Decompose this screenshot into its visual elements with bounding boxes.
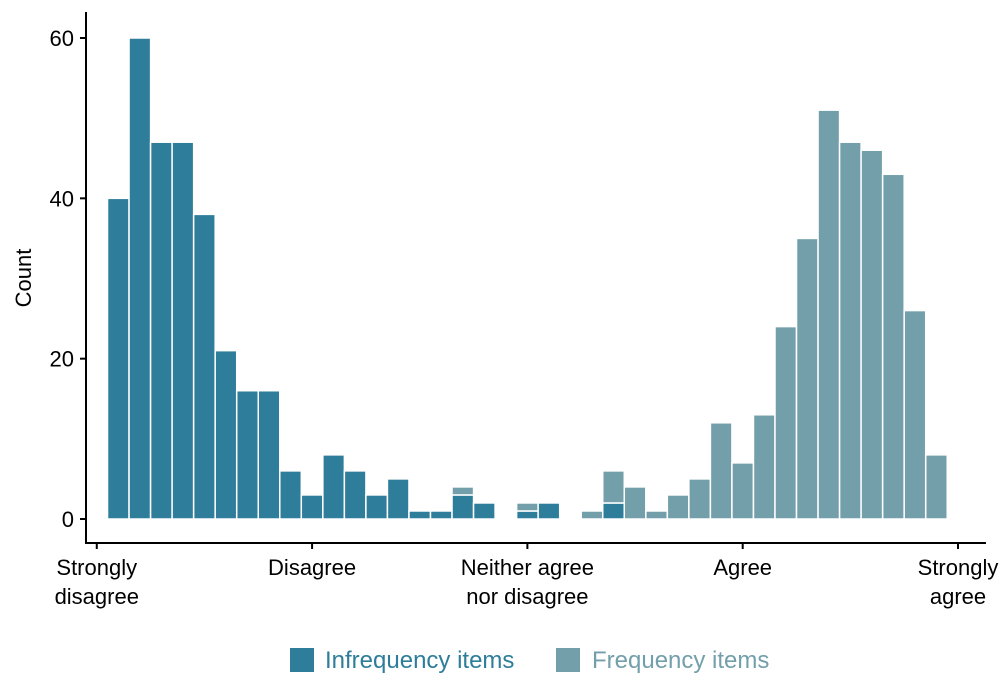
bar-frequency-26: [666, 494, 690, 520]
legend-label-infrequency: Infrequency items: [325, 647, 514, 674]
x-tick-label: Disagree: [268, 555, 356, 580]
bar-infrequency-19: [515, 510, 539, 520]
bar-infrequency-4: [192, 213, 216, 520]
legend-label-frequency: Frequency items: [592, 647, 769, 674]
bar-infrequency-6: [235, 389, 259, 520]
y-tick-label: 0: [62, 507, 74, 532]
x-tick-label: Agree: [713, 555, 772, 580]
bar-infrequency-1: [128, 37, 152, 520]
bar-frequency-33: [817, 109, 841, 520]
bar-frequency-34: [838, 141, 862, 520]
bar-infrequency-3: [171, 141, 195, 520]
bar-infrequency-9: [300, 494, 324, 520]
x-tick-label: Strongly agree: [918, 555, 999, 609]
x-tick-label: Strongly disagree: [55, 555, 139, 609]
y-axis-ticks: 0 20 40 60: [50, 26, 86, 532]
y-axis-title: Count: [11, 249, 36, 308]
bar-infrequency-17: [472, 502, 496, 520]
x-axis-ticks: Strongly disagree Disagree Neither agree nor…: [55, 543, 999, 609]
bar-infrequency-12: [365, 494, 389, 520]
bars-group: [106, 37, 948, 520]
x-tick-label: Neither agree nor disagree: [461, 555, 594, 609]
bar-frequency-16: [451, 486, 475, 496]
bar-frequency-32: [795, 237, 819, 520]
bar-frequency-36: [881, 173, 905, 520]
bar-infrequency-15: [429, 510, 453, 520]
bar-infrequency-10: [322, 454, 346, 520]
bar-frequency-35: [860, 149, 884, 520]
bar-frequency-30: [752, 414, 776, 520]
y-tick-label: 60: [50, 26, 74, 51]
legend-key-infrequency: [290, 648, 314, 672]
bar-frequency-25: [645, 510, 669, 520]
legend: Infrequency items Frequency items: [290, 647, 769, 674]
bar-infrequency-5: [214, 349, 238, 520]
bar-frequency-23: [601, 470, 626, 504]
bar-frequency-37: [903, 309, 927, 520]
bar-infrequency-2: [149, 141, 173, 520]
y-tick-label: 20: [50, 347, 74, 372]
bar-infrequency-7: [257, 389, 281, 520]
y-tick-label: 40: [50, 186, 74, 211]
bar-infrequency-0: [106, 197, 130, 520]
bar-infrequency-11: [343, 470, 367, 520]
bar-frequency-31: [774, 325, 798, 520]
bar-frequency-38: [924, 454, 948, 520]
legend-key-frequency: [556, 648, 580, 672]
bar-infrequency-14: [408, 510, 432, 520]
bar-frequency-22: [580, 510, 604, 520]
bar-frequency-24: [623, 486, 647, 520]
bar-infrequency-23: [601, 502, 626, 520]
bar-infrequency-20: [537, 502, 561, 520]
bar-frequency-19: [515, 502, 539, 512]
bar-infrequency-13: [386, 478, 410, 520]
bar-infrequency-8: [279, 470, 303, 520]
bar-infrequency-16: [451, 494, 475, 520]
bar-frequency-27: [688, 478, 712, 520]
bar-frequency-28: [709, 422, 733, 520]
bar-frequency-29: [731, 462, 755, 520]
